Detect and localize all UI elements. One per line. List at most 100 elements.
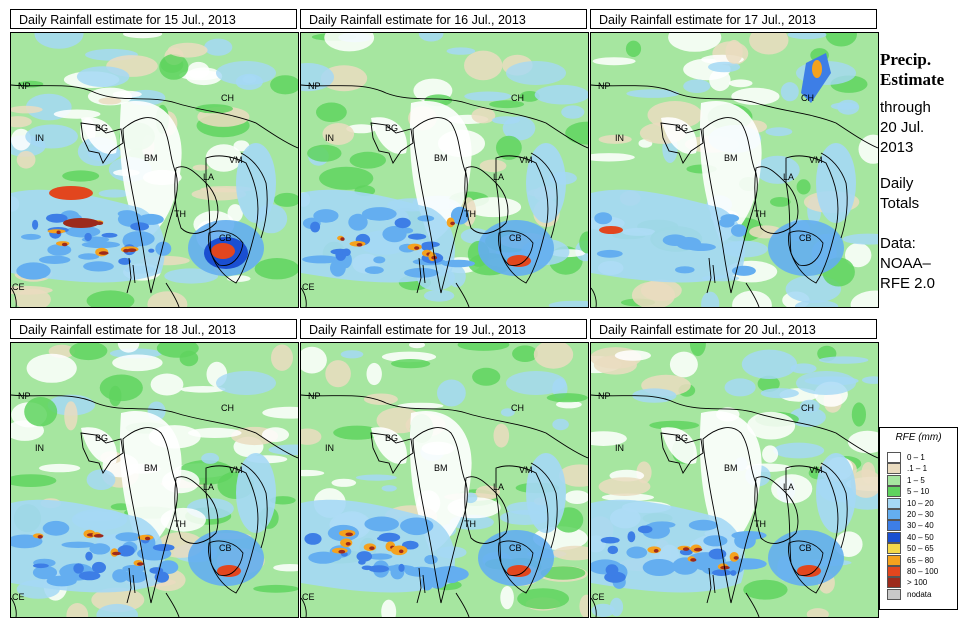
title-line-2: Estimate [880,70,945,89]
legend-swatch [887,452,901,463]
legend-label: 40 – 50 [907,532,934,542]
legend-label: > 100 [907,578,928,588]
legend-swatch [887,543,901,555]
country-label-ce: CE [12,282,25,292]
country-label-vm: VM [229,465,243,475]
data-line-2: NOAA– [880,255,931,272]
legend-swatch [887,463,901,475]
country-label-np: NP [598,81,611,91]
country-label-th: TH [754,209,766,219]
legend-swatch [887,588,901,600]
through-date: through 20 Jul. 2013 [880,98,931,158]
country-label-in: IN [615,133,624,143]
country-label-ce: CE [12,592,25,602]
country-label-in: IN [325,443,334,453]
data-line-3: RFE 2.0 [880,275,936,292]
country-label-bg: BG [675,433,689,443]
date-line-2: 2013 [880,139,914,156]
country-label-cb: CB [219,543,232,553]
country-label-cb: CB [799,233,812,243]
country-label-ch: CH [801,93,814,103]
panel-title: Daily Rainfall estimate for 15 Jul., 201… [10,9,297,29]
country-label-in: IN [615,443,624,453]
country-label-bm: BM [434,153,448,163]
rainfall-map [590,32,879,308]
map-panel: Daily Rainfall estimate for 18 Jul., 201… [10,319,299,618]
country-label-bm: BM [724,463,738,473]
country-label-vm: VM [519,465,533,475]
legend-swatch [887,497,901,509]
legend-swatch [887,486,901,498]
legend-swatch [887,554,901,566]
country-label-np: NP [308,391,321,401]
country-label-cb: CB [799,543,812,553]
country-label-th: TH [464,209,476,219]
country-label-cb: CB [509,543,522,553]
country-label-ch: CH [511,93,524,103]
legend-label: 65 – 80 [907,555,934,565]
country-label-in: IN [325,133,334,143]
country-label-in: IN [35,443,44,453]
country-label-np: NP [308,81,321,91]
map-panel: Daily Rainfall estimate for 17 Jul., 201… [590,9,879,308]
country-label-bm: BM [434,463,448,473]
legend-label: 30 – 40 [907,521,934,531]
country-label-bg: BG [675,123,689,133]
map-panel: Daily Rainfall estimate for 19 Jul., 201… [300,319,589,618]
legend-label: 5 – 10 [907,487,930,497]
rainfall-map [10,342,299,618]
panel-title: Daily Rainfall estimate for 16 Jul., 201… [300,9,587,29]
country-label-bm: BM [144,463,158,473]
country-label-la: LA [493,172,505,182]
daily-line-1: Daily [880,175,914,192]
country-label-cb: CB [219,233,232,243]
country-label-bm: BM [724,153,738,163]
rainfall-map [10,32,299,308]
country-label-th: TH [464,519,476,529]
country-label-ch: CH [511,403,524,413]
legend-label: 1 – 5 [907,475,925,485]
legend-label: 0 – 1 [907,453,925,462]
legend-swatch [887,474,901,486]
country-label-ch: CH [221,403,234,413]
country-label-la: LA [203,482,215,492]
country-label-th: TH [174,519,186,529]
daily-totals: Daily Totals [880,174,919,214]
legend-swatch [887,577,901,589]
country-label-th: TH [174,209,186,219]
legend-label: nodata [907,589,932,599]
country-label-cb: CB [509,233,522,243]
country-label-la: LA [783,482,795,492]
country-label-vm: VM [809,465,823,475]
through-label: through [880,99,931,116]
legend-swatch [887,520,901,532]
country-label-la: LA [203,172,215,182]
data-source: Data: NOAA– RFE 2.0 [880,234,935,294]
country-label-bg: BG [385,433,399,443]
country-label-vm: VM [229,155,243,165]
country-label-ce: CE [592,592,605,602]
legend-label: 80 – 100 [907,567,939,576]
panel-title: Daily Rainfall estimate for 18 Jul., 201… [10,319,297,339]
country-label-ch: CH [221,93,234,103]
country-label-vm: VM [519,155,533,165]
country-label-th: TH [754,519,766,529]
country-label-bg: BG [95,433,109,443]
legend-label: 10 – 20 [907,498,934,508]
map-panel: Daily Rainfall estimate for 15 Jul., 201… [10,9,299,308]
date-line-1: 20 Jul. [880,119,925,136]
country-label-la: LA [783,172,795,182]
country-label-ce: CE [302,592,315,602]
rainfall-map [300,32,589,308]
daily-line-2: Totals [880,195,920,212]
data-line-1: Data: [880,235,916,252]
country-label-np: NP [18,391,31,401]
country-label-ce: CE [302,282,315,292]
rainfall-map [590,342,879,618]
legend-swatch [887,509,901,520]
sidebar-title: Precip. Estimate [880,50,944,90]
rainfall-map [300,342,589,618]
legend-title: RFE (mm) [895,432,942,443]
panel-title: Daily Rainfall estimate for 19 Jul., 201… [300,319,587,339]
